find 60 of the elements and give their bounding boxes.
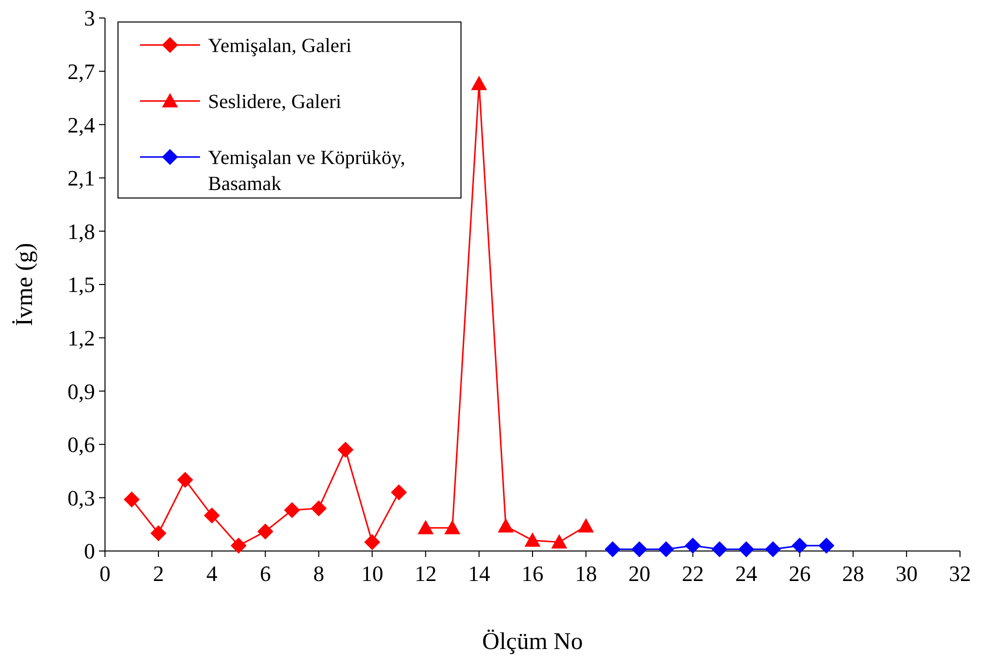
x-tick-label: 12 [414,561,437,586]
point [124,491,140,508]
y-tick-label: 1,5 [68,272,95,298]
x-tick-label: 0 [100,561,110,586]
point [658,541,674,558]
x-tick-label: 26 [788,561,811,586]
point [418,520,434,534]
point [631,541,648,558]
point [204,507,220,524]
point [604,541,621,558]
y-tick-label: 2,4 [68,112,95,138]
point [712,541,728,558]
y-tick-label: 0,9 [68,378,95,404]
y-tick-label: 0,6 [68,432,95,458]
point [177,472,194,488]
point [524,532,540,547]
x-tick-label: 24 [735,561,758,586]
legend-label: Yemişalan ve Köprüköy, Basamak [208,147,406,195]
point [764,541,781,558]
y-tick-label: 0 [84,538,95,564]
legend-label: Seslidere, Galeri [208,91,342,113]
point [364,534,380,550]
point [578,518,594,533]
point [792,538,808,554]
x-tick-label: 22 [682,561,704,586]
x-tick-label: 6 [260,561,271,586]
point [390,484,407,500]
x-tick-label: 2 [152,561,164,586]
point [738,541,754,558]
x-tick-label: 16 [522,561,544,586]
point [310,500,327,516]
x-tick-label: 30 [896,561,918,586]
y-tick-label: 1,2 [68,326,95,350]
x-axis-title: Ölçüm No [482,629,583,655]
y-tick-label: 0,3 [68,485,95,510]
y-axis-title: İvme (g) [12,242,38,326]
point [150,525,166,542]
point [818,538,834,554]
x-tick-label: 8 [313,561,324,586]
x-tick-label: 4 [206,561,218,586]
legend-label: Yemişalan, Galeri [208,35,352,57]
x-tick-label: 18 [574,561,597,586]
point [337,442,354,458]
y-tick-label: 1,8 [68,218,95,244]
point [498,518,514,533]
x-tick-label: 10 [361,561,384,586]
point [284,502,300,518]
x-tick-label: 28 [842,561,864,586]
y-tick-label: 2,7 [68,59,95,84]
point [230,538,247,554]
x-tick-label: 32 [949,561,971,586]
point [551,534,568,549]
y-tick-label: 2,1 [68,166,95,191]
point [257,523,274,540]
y-tick-label: 3 [84,6,95,31]
x-tick-label: 14 [468,561,490,586]
x-tick-label: 20 [628,561,650,586]
point [471,76,488,90]
point [444,520,460,534]
point [684,538,701,554]
